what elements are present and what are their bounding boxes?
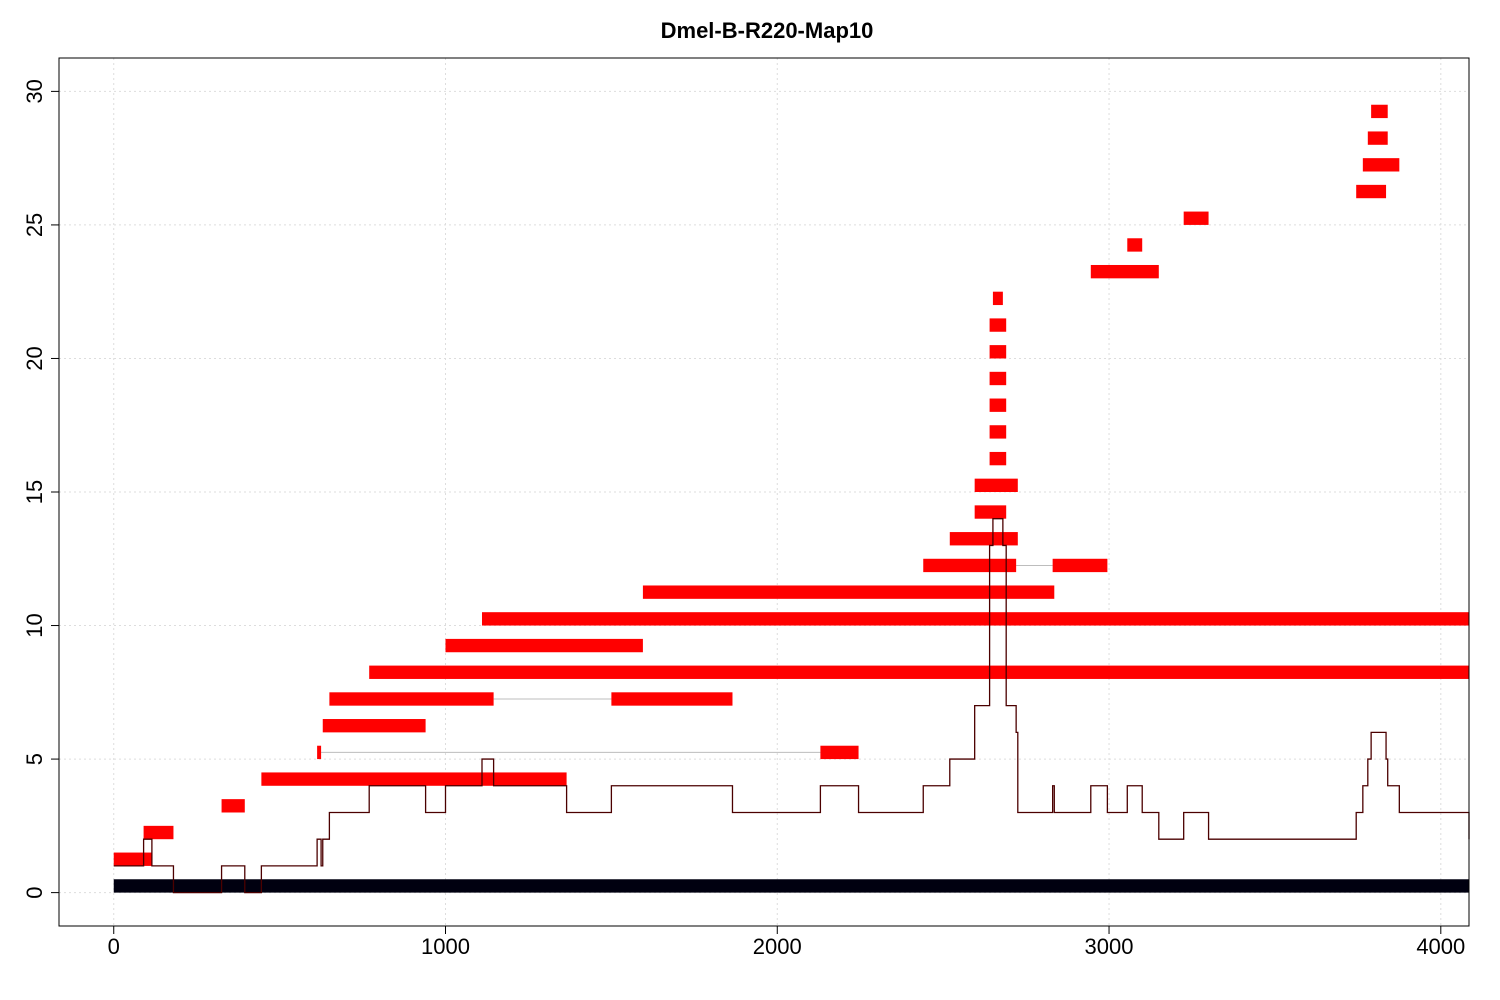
segment-bar-14 (1052, 558, 1108, 573)
segment-bar-31 (1371, 104, 1388, 119)
segment-bar-29 (1362, 158, 1400, 172)
segment-bar-2 (221, 799, 245, 813)
segment-layer (113, 104, 1470, 866)
segment-bar-0 (113, 852, 152, 866)
baseline-bar (113, 879, 1469, 893)
segment-bar-10 (445, 638, 643, 653)
segment-bar-24 (992, 291, 1003, 306)
segment-bar-30 (1367, 131, 1388, 145)
segment-bar-1 (143, 825, 174, 840)
segment-bar-18 (989, 451, 1007, 466)
x-tick-label-3: 3000 (1085, 934, 1134, 959)
segment-bar-17 (974, 478, 1018, 492)
segment-bar-12 (642, 585, 1055, 599)
segment-bar-11 (482, 612, 1469, 626)
segment-bar-13 (923, 558, 1017, 573)
segment-bar-5 (820, 745, 859, 760)
segment-bar-6 (322, 719, 426, 733)
y-tick-label-6: 30 (22, 79, 47, 103)
coverage-step-line (113, 518, 1470, 894)
segment-bar-9 (369, 665, 1470, 679)
x-tick-label-4: 4000 (1416, 934, 1465, 959)
segment-bar-8 (611, 692, 733, 706)
axis-layer: 0 1000 2000 3000 4000 0 5 10 15 20 25 30 (22, 57, 1470, 959)
segment-bar-4 (317, 745, 322, 760)
x-tick-label-1: 1000 (421, 934, 470, 959)
y-tick-label-5: 25 (22, 213, 47, 237)
segment-bar-27 (1183, 211, 1209, 225)
x-tick-label-2: 2000 (753, 934, 802, 959)
segment-bar-3 (261, 772, 567, 786)
y-tick-label-4: 20 (22, 346, 47, 370)
y-tick-label-0: 0 (22, 886, 47, 898)
segment-bar-19 (989, 425, 1007, 439)
segment-bar-23 (989, 318, 1007, 332)
segment-bar-7 (329, 692, 494, 706)
segment-bar-15 (949, 532, 1018, 546)
segment-bar-20 (989, 398, 1007, 412)
grid-layer (59, 58, 1469, 926)
connector-layer (321, 564, 1053, 753)
chart-title: Dmel-B-R220-Map10 (661, 18, 874, 43)
y-tick-label-2: 10 (22, 613, 47, 637)
x-tick-label-0: 0 (108, 934, 120, 959)
y-tick-label-1: 5 (22, 753, 47, 765)
y-tick-label-3: 15 (22, 480, 47, 504)
segment-bar-26 (1127, 238, 1143, 252)
baseline-layer (113, 879, 1469, 893)
segment-bar-25 (1090, 264, 1159, 279)
segment-bar-22 (989, 345, 1007, 359)
segment-bar-21 (989, 371, 1007, 386)
segment-bar-16 (974, 505, 1007, 519)
segment-bar-28 (1356, 184, 1387, 199)
coverage-layer (113, 518, 1470, 894)
